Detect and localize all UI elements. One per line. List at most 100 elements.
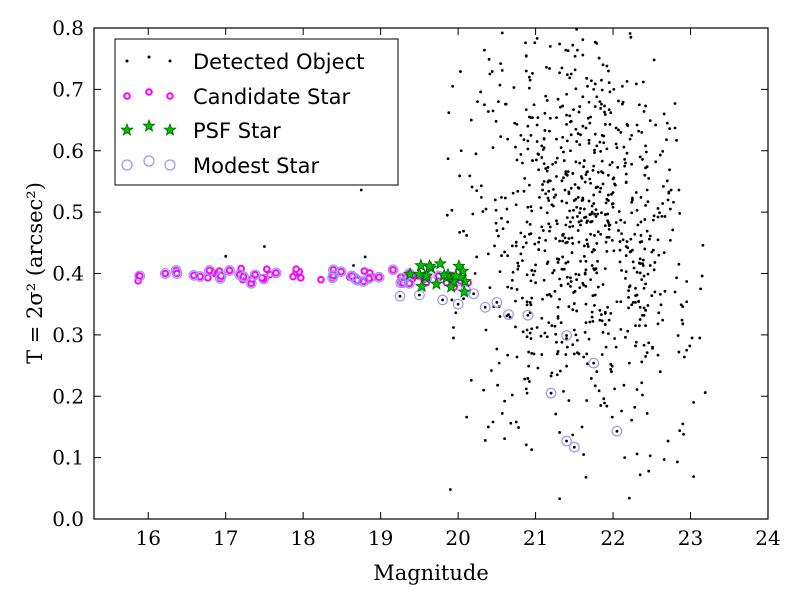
detected-object-point	[679, 303, 683, 307]
detected-object-point	[493, 244, 496, 248]
legend-marker-candidate-star	[123, 92, 131, 100]
detected-object-point	[542, 278, 546, 282]
detected-object-point	[445, 213, 449, 217]
detected-object-point	[529, 134, 533, 137]
detected-object-point	[663, 215, 667, 218]
detected-object-point	[526, 147, 530, 151]
detected-object-point	[582, 283, 586, 287]
detected-object-point	[681, 322, 685, 326]
detected-object-point	[618, 260, 622, 264]
detected-object-point	[486, 425, 490, 429]
detected-object-point	[529, 337, 533, 340]
detected-object-point	[635, 208, 639, 212]
detected-object-point	[524, 443, 528, 447]
psf-star-point	[456, 263, 470, 277]
modest-star-point	[238, 271, 249, 282]
detected-object-point	[560, 199, 564, 203]
detected-object-point	[546, 165, 550, 169]
detected-object-point	[656, 353, 660, 357]
detected-object-point	[580, 425, 584, 429]
detected-object-point	[465, 234, 469, 237]
detected-object-point	[624, 161, 627, 165]
detected-object-point	[576, 132, 580, 135]
detected-object-point	[541, 183, 544, 186]
detected-object-point	[515, 158, 519, 162]
detected-object-point	[447, 111, 451, 115]
detected-object-point	[484, 207, 488, 211]
detected-object-point	[576, 338, 579, 342]
detected-object-point	[603, 122, 607, 126]
detected-object-point	[522, 138, 526, 142]
detected-object-point	[577, 110, 581, 114]
detected-object-point	[638, 305, 642, 309]
detected-object-point	[660, 215, 664, 218]
detected-object-point	[637, 324, 641, 328]
detected-object-point	[592, 193, 596, 197]
detected-object-point	[638, 155, 642, 159]
detected-object-point	[554, 332, 558, 336]
candidate-star-point	[317, 275, 325, 284]
detected-object-point	[692, 400, 696, 404]
detected-object-point	[446, 157, 450, 161]
detected-object-point	[529, 279, 533, 283]
detected-object-point	[474, 152, 478, 156]
detected-object-point	[627, 496, 631, 500]
detected-object-point	[585, 352, 589, 356]
detected-object-point	[587, 138, 591, 142]
detected-object-point	[644, 104, 647, 108]
detected-object-point	[656, 322, 660, 326]
detected-object-point	[661, 149, 665, 153]
detected-object-point	[468, 174, 472, 178]
psf-star-point	[414, 258, 428, 272]
detected-object-point	[590, 310, 594, 314]
detected-object-point	[498, 83, 502, 87]
detected-object-point	[634, 324, 637, 328]
detected-object-point	[572, 352, 576, 356]
detected-object-point	[521, 245, 525, 249]
detected-object-point	[619, 300, 623, 304]
detected-object-point	[599, 404, 603, 407]
x-tick-label: 17	[213, 526, 238, 550]
detected-object-point	[642, 343, 646, 347]
detected-object-point	[678, 211, 682, 215]
detected-object-point	[635, 452, 639, 456]
detected-object-point	[556, 97, 560, 101]
detected-object-point	[494, 221, 498, 225]
detected-object-point	[491, 420, 495, 424]
detected-object-point	[565, 439, 568, 443]
detected-object-point	[668, 238, 672, 242]
detected-object-point	[536, 116, 540, 120]
detected-object-point	[565, 216, 569, 220]
detected-object-point	[638, 318, 642, 321]
detected-object-point	[515, 122, 519, 126]
detected-object-point	[570, 236, 574, 240]
detected-object-point	[579, 133, 582, 137]
detected-object-point	[530, 269, 534, 272]
detected-object-point	[582, 355, 586, 359]
detected-object-point	[601, 283, 605, 286]
detected-object-point	[580, 176, 584, 180]
legend-label: PSF Star	[193, 119, 281, 143]
detected-object-point	[524, 69, 528, 73]
modest-star-point	[363, 273, 375, 284]
detected-object-point	[644, 150, 648, 154]
detected-object-point	[654, 160, 658, 164]
detected-object-point	[639, 234, 643, 237]
detected-object-point	[653, 290, 657, 294]
detected-object-point	[618, 240, 622, 243]
detected-object-point	[452, 326, 455, 329]
modest-star-point	[491, 296, 503, 308]
detected-object-point	[650, 250, 654, 254]
psf-star-point	[452, 258, 466, 272]
detected-object-point	[545, 293, 549, 297]
detected-object-point	[681, 422, 685, 426]
detected-object-point	[493, 198, 497, 202]
detected-object-point	[497, 100, 500, 104]
detected-object-point	[581, 95, 585, 99]
detected-object-point	[479, 90, 482, 94]
detected-object-point	[590, 315, 594, 319]
detected-object-point	[479, 184, 483, 188]
detected-object-point	[475, 255, 479, 259]
detected-object-point	[482, 388, 486, 392]
detected-object-point	[540, 353, 544, 356]
